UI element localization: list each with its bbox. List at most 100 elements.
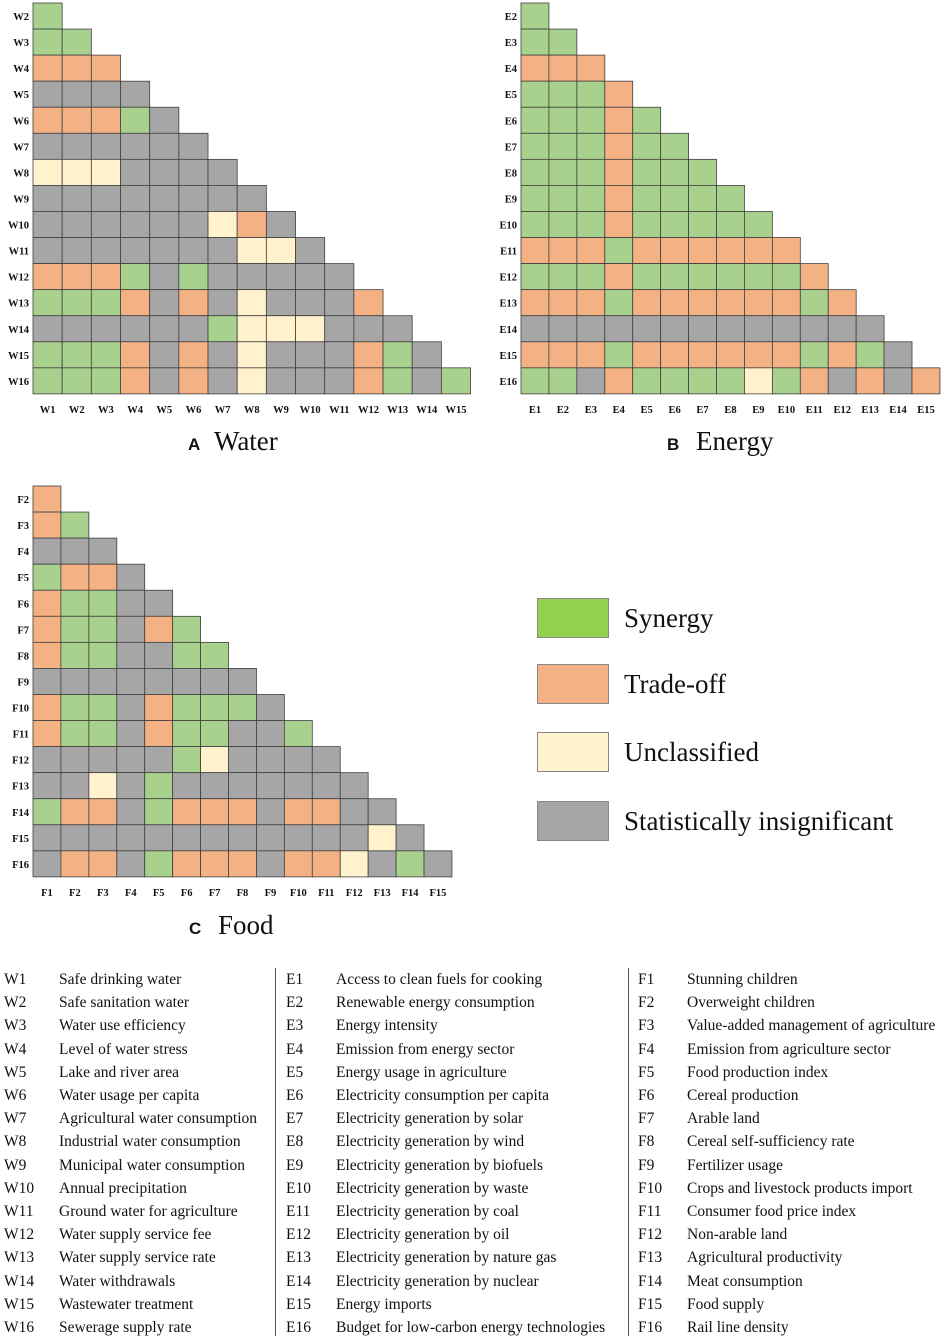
matrix-cell: [604, 106, 634, 134]
matrix-cell: [207, 237, 238, 264]
matrix-cell: [120, 315, 151, 343]
panel-letter: A: [188, 435, 200, 454]
matrix-cell: [90, 54, 121, 82]
variable-code: F9: [638, 1156, 655, 1174]
variable-code: W1: [4, 971, 27, 988]
matrix-cell: [61, 54, 92, 82]
row-label: F15: [12, 834, 29, 845]
variable-description: Water supply service fee: [59, 1226, 212, 1244]
matrix-cell: [520, 54, 550, 82]
legend-label-synergy: Synergy: [624, 603, 714, 633]
matrix-cell: [353, 289, 384, 317]
matrix-cell: [520, 263, 550, 291]
matrix-cell: [411, 341, 442, 369]
matrix-cell: [520, 158, 550, 186]
matrix-cell: [548, 367, 578, 395]
row-label: F6: [17, 599, 29, 610]
variable-description: Electricity consumption per capita: [336, 1087, 550, 1104]
matrix-cell: [520, 237, 550, 264]
matrix-cell: [116, 615, 146, 643]
matrix-cell: [423, 850, 453, 878]
variable-description: Electricity generation by wind: [336, 1133, 525, 1151]
variable-description: Water withdrawals: [59, 1272, 176, 1290]
matrix-cell: [576, 211, 606, 238]
matrix-cell: [632, 185, 662, 212]
variable-description: Value-added management of agriculture: [687, 1017, 936, 1035]
row-label: F4: [17, 547, 29, 558]
matrix-cell: [90, 80, 121, 108]
matrix-cell: [228, 746, 257, 774]
matrix-cell: [295, 263, 326, 291]
matrix-cell: [178, 132, 209, 160]
matrix-cell: [61, 132, 92, 160]
matrix-cell: [60, 537, 90, 565]
row-label: W10: [8, 221, 29, 232]
variable-description: Electricity generation by coal: [336, 1203, 519, 1220]
matrix-cell: [90, 106, 121, 134]
matrix-cell: [236, 185, 267, 212]
column-label: W2: [69, 405, 85, 416]
matrix-cell: [200, 720, 229, 747]
matrix-cell: [548, 263, 578, 291]
matrix-cell: [88, 798, 118, 826]
matrix-cell: [207, 367, 238, 395]
variable-description: Rail line density: [687, 1319, 789, 1336]
variable-code: F7: [638, 1110, 655, 1128]
matrix-cell: [120, 237, 151, 264]
row-label: E4: [505, 64, 518, 75]
matrix-cell: [855, 341, 885, 369]
row-label: W7: [13, 142, 29, 153]
variable-description: Overweight children: [687, 994, 815, 1012]
matrix-cell: [688, 158, 717, 186]
legend-swatch-trade-off: [537, 664, 609, 704]
matrix-cell: [144, 824, 174, 852]
matrix-cell: [120, 289, 151, 317]
matrix-cell: [265, 263, 296, 291]
matrix-cell: [604, 341, 634, 369]
variable-description: Food production index: [687, 1063, 829, 1081]
matrix-cell: [120, 263, 151, 291]
matrix-cell: [178, 341, 209, 369]
matrix-cell: [207, 211, 238, 238]
column-label: W11: [329, 405, 349, 416]
matrix-cell: [144, 589, 174, 617]
matrix-cell: [32, 54, 63, 82]
matrix-cell: [632, 237, 662, 264]
matrix-cell: [116, 589, 146, 617]
matrix-cell: [116, 746, 146, 774]
matrix-cell: [632, 263, 662, 291]
matrix-cell: [548, 80, 578, 108]
column-label: F3: [97, 888, 109, 899]
column-label: F15: [430, 888, 447, 899]
row-label: E10: [499, 221, 517, 232]
matrix-cell: [200, 641, 229, 669]
variable-description: Cereal production: [687, 1087, 799, 1104]
matrix-cell: [548, 106, 578, 134]
column-label: W4: [127, 405, 144, 416]
column-label: W10: [300, 405, 321, 416]
matrix-cell: [911, 367, 941, 395]
matrix-cell: [178, 158, 209, 186]
matrix-cell: [149, 341, 180, 369]
matrix-cell: [144, 798, 174, 826]
matrix-cell: [520, 185, 550, 212]
matrix-cell: [660, 315, 689, 343]
matrix-cell: [324, 341, 355, 369]
matrix-cell: [149, 263, 180, 291]
matrix-cell: [116, 563, 146, 591]
matrix-cell: [32, 511, 62, 539]
matrix-cell: [178, 367, 209, 395]
matrix-cell: [411, 367, 442, 395]
variable-code: E13: [286, 1249, 311, 1267]
variable-description: Electricity generation by solar: [336, 1110, 524, 1128]
row-label: W13: [8, 299, 29, 310]
variable-description: Fertilizer usage: [687, 1156, 783, 1174]
variable-code: W11: [4, 1203, 34, 1220]
matrix-cell: [236, 367, 267, 395]
matrix-cell: [236, 237, 267, 264]
column-label: F12: [346, 888, 363, 899]
matrix-cell: [688, 211, 717, 238]
variable-code: W10: [4, 1179, 35, 1197]
variable-description: Energy imports: [336, 1295, 432, 1313]
row-label: E9: [505, 194, 517, 205]
